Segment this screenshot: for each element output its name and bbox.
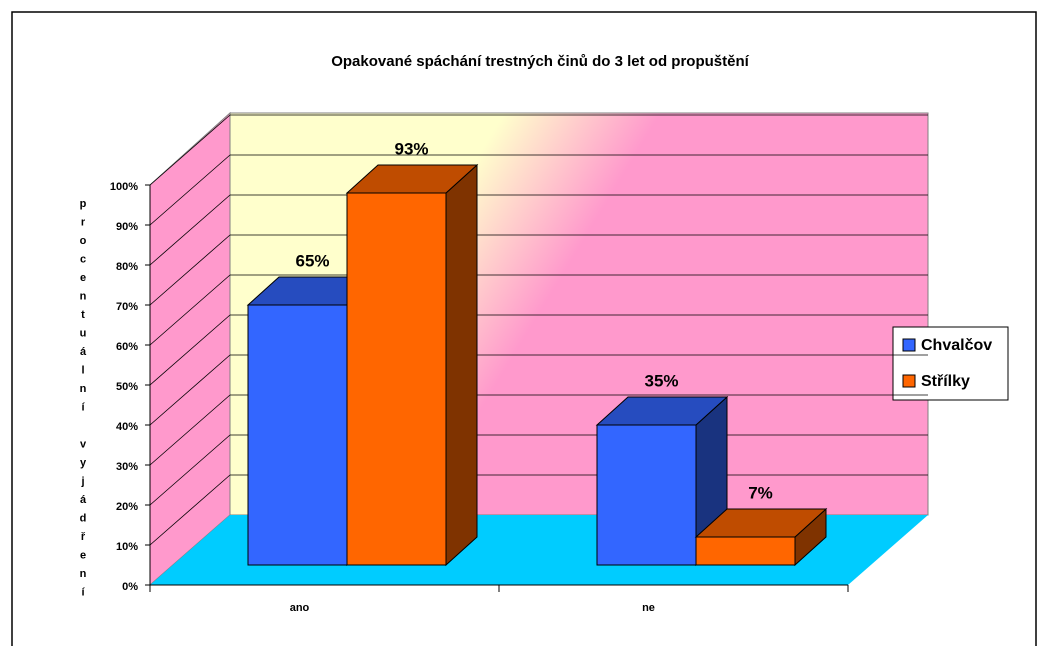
bar bbox=[247, 304, 348, 566]
y-tick-label: 0% bbox=[122, 581, 138, 593]
x-tick-label: ne bbox=[642, 602, 655, 614]
grid-line bbox=[149, 234, 231, 306]
legend-swatch bbox=[902, 374, 916, 388]
y-tick-label: 20% bbox=[116, 501, 138, 513]
y-tick-label: 40% bbox=[116, 421, 138, 433]
grid-line bbox=[149, 394, 231, 466]
bar bbox=[695, 536, 796, 566]
value-label: 35% bbox=[644, 371, 678, 390]
grid-line bbox=[149, 314, 231, 386]
grid-line bbox=[149, 194, 231, 266]
bar-side bbox=[445, 163, 478, 567]
legend-label: Chvalčov bbox=[921, 337, 992, 354]
grid-line bbox=[149, 154, 231, 226]
chart-title: Opakované spáchání trestných činů do 3 l… bbox=[331, 53, 749, 70]
y-tick-label: 10% bbox=[116, 541, 138, 553]
grid-line bbox=[149, 434, 231, 506]
x-tick-label: ano bbox=[290, 602, 310, 614]
value-label: 93% bbox=[394, 139, 428, 158]
y-axis-label: procentuální vyjádření bbox=[77, 198, 89, 605]
legend: Chvalčov Střílky bbox=[892, 326, 1009, 401]
value-label: 7% bbox=[748, 483, 773, 502]
y-tick-label: 30% bbox=[116, 461, 138, 473]
grid-line bbox=[149, 474, 231, 546]
y-tick-label: 70% bbox=[116, 301, 138, 313]
y-tick-label: 80% bbox=[116, 261, 138, 273]
y-tick-label: 60% bbox=[116, 341, 138, 353]
grid-line bbox=[149, 354, 231, 426]
grid-line bbox=[149, 274, 231, 346]
side-wall bbox=[149, 111, 231, 587]
y-tick-label: 90% bbox=[116, 221, 138, 233]
y-tick-label: 50% bbox=[116, 381, 138, 393]
legend-swatch bbox=[902, 338, 916, 352]
bar bbox=[596, 424, 697, 566]
grid-line bbox=[149, 114, 231, 186]
legend-label: Střílky bbox=[921, 373, 970, 390]
bar bbox=[346, 192, 447, 566]
value-label: 65% bbox=[295, 251, 329, 270]
y-tick-label: 100% bbox=[110, 181, 138, 193]
